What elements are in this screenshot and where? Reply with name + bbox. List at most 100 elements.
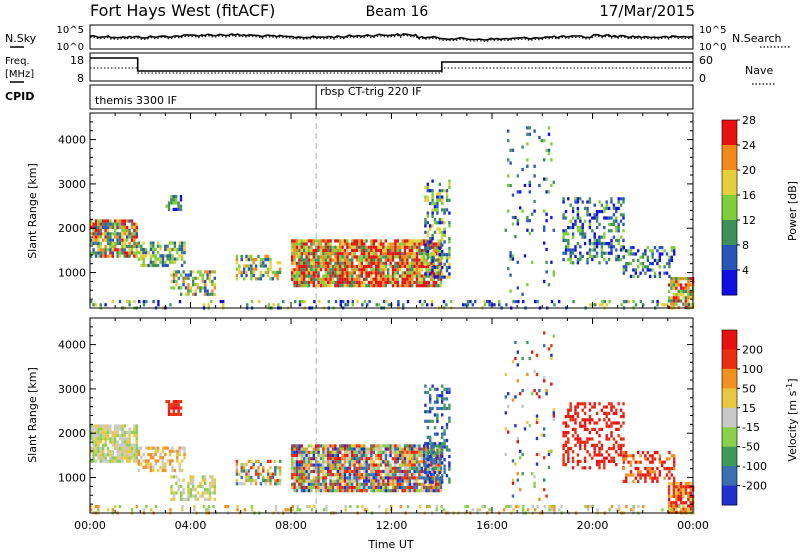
power-cell <box>169 303 172 307</box>
velocity-cell <box>415 460 419 464</box>
power-cell <box>429 265 432 270</box>
power-cell <box>588 248 592 252</box>
power-cell <box>411 255 414 259</box>
velocity-cell <box>307 469 311 474</box>
power-cell <box>298 258 301 262</box>
velocity-cell <box>433 400 437 404</box>
power-cell <box>360 248 363 253</box>
velocity-cell <box>322 508 326 512</box>
velocity-cell <box>348 482 351 486</box>
velocity-cell <box>293 473 296 477</box>
power-cell <box>183 244 186 248</box>
power-cell <box>675 277 678 281</box>
velocity-cell <box>438 442 441 446</box>
velocity-cell <box>600 443 604 447</box>
velocity-cell <box>426 505 429 509</box>
velocity-cell <box>329 485 332 490</box>
power-cell <box>526 158 529 162</box>
power-cell <box>106 238 110 242</box>
power-cell <box>331 268 335 272</box>
velocity-cell <box>379 476 383 480</box>
power-cell <box>571 261 575 265</box>
power-colorbar-label: Power [dB] <box>786 181 799 241</box>
velocity-cell <box>387 444 390 448</box>
power-cell <box>617 254 620 258</box>
power-cell <box>411 248 414 253</box>
velocity-cell <box>429 406 432 411</box>
power-cell <box>282 300 285 304</box>
power-cell <box>576 261 580 265</box>
power-cell <box>339 300 342 304</box>
velocity-cell <box>677 498 680 502</box>
velocity-cell <box>97 430 100 434</box>
power-cell <box>547 283 551 287</box>
velocity-cell <box>445 397 449 401</box>
velocity-cell <box>351 463 354 467</box>
velocity-cell <box>240 482 243 486</box>
velocity-cell <box>426 458 429 462</box>
velocity-cell <box>360 453 363 458</box>
velocity-cell <box>437 460 440 464</box>
velocity-cell <box>607 418 611 422</box>
velocity-cell <box>394 447 397 451</box>
velocity-cell <box>667 501 671 505</box>
velocity-cell <box>274 459 277 463</box>
velocity-cell <box>106 508 110 512</box>
power-cell <box>394 284 397 288</box>
power-cell <box>379 271 383 275</box>
power-cell <box>401 271 404 275</box>
velocity-cell <box>293 450 296 454</box>
velocity-cell <box>170 497 173 501</box>
velocity-cell <box>240 469 243 473</box>
power-cell <box>329 252 332 256</box>
power-cell <box>324 248 327 253</box>
power-cell <box>413 242 416 246</box>
velocity-cell <box>145 505 148 509</box>
power-cell <box>159 247 162 252</box>
velocity-cell <box>324 447 327 451</box>
velocity-cell <box>336 469 339 474</box>
velocity-cell <box>274 505 278 509</box>
velocity-cell <box>363 485 366 490</box>
power-cell <box>348 264 351 269</box>
velocity-cell <box>295 485 299 490</box>
power-cell <box>562 216 565 220</box>
power-cell <box>603 226 606 230</box>
velocity-cell <box>639 460 642 464</box>
velocity-cell <box>443 467 446 471</box>
power-cell <box>424 262 427 266</box>
power-cell <box>291 258 294 262</box>
velocity-colorbar-frame <box>721 329 738 506</box>
velocity-cell <box>331 485 335 490</box>
velocity-cell <box>377 453 380 458</box>
velocity-cell <box>170 412 173 416</box>
power-cell <box>324 252 327 256</box>
velocity-cell <box>583 443 587 447</box>
power-cell <box>672 302 676 306</box>
velocity-cell <box>363 457 366 461</box>
velocity-cell <box>504 427 507 431</box>
velocity-cell <box>569 418 572 422</box>
power-cell <box>387 271 390 275</box>
velocity-cell <box>391 469 395 474</box>
velocity-colorbar-tick-label: -15 <box>742 421 760 434</box>
velocity-cell <box>406 463 409 467</box>
velocity-xtick-label: 08:00 <box>275 519 307 532</box>
power-cell <box>247 254 251 258</box>
power-cell <box>334 268 337 272</box>
velocity-cell <box>692 511 695 515</box>
power-cell <box>291 242 294 246</box>
power-cell <box>213 292 216 296</box>
power-cell <box>610 222 613 226</box>
velocity-cell <box>632 479 635 483</box>
power-cell <box>399 242 402 246</box>
velocity-cell <box>293 466 296 470</box>
velocity-cell <box>504 411 507 415</box>
nsearch-trace <box>89 34 694 43</box>
power-cell <box>339 277 342 281</box>
velocity-cell <box>425 457 428 461</box>
power-cell <box>295 245 299 249</box>
velocity-cell <box>420 453 423 458</box>
power-cell <box>355 277 359 281</box>
velocity-cell <box>346 457 349 461</box>
